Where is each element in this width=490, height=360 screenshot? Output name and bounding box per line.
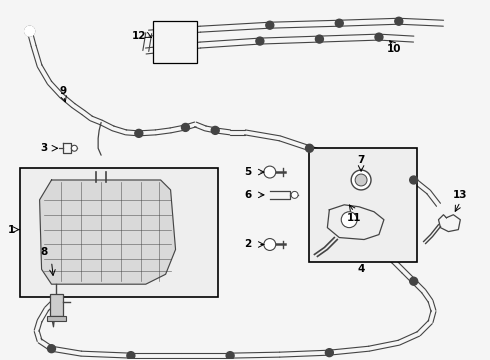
Circle shape (291, 192, 298, 198)
Circle shape (355, 174, 367, 186)
Circle shape (181, 123, 190, 131)
Circle shape (160, 39, 168, 47)
Circle shape (351, 170, 371, 190)
Circle shape (211, 126, 219, 134)
Text: 6: 6 (245, 190, 251, 200)
Circle shape (135, 129, 143, 137)
Circle shape (410, 176, 417, 184)
Circle shape (24, 26, 35, 36)
Circle shape (24, 26, 35, 36)
Bar (153, 21, 197, 63)
Circle shape (375, 33, 383, 41)
Circle shape (72, 145, 77, 151)
Bar (20, 168, 218, 297)
Text: 13: 13 (453, 190, 467, 200)
Circle shape (256, 37, 264, 45)
Circle shape (264, 166, 276, 178)
Bar (47, 316, 66, 321)
Circle shape (264, 239, 276, 251)
Text: 7: 7 (357, 155, 365, 165)
Bar (49, 294, 63, 316)
Text: 12: 12 (132, 31, 146, 41)
Circle shape (335, 19, 343, 27)
Circle shape (325, 349, 333, 357)
Polygon shape (40, 180, 175, 284)
Bar (310, 148, 416, 262)
Text: 8: 8 (40, 247, 47, 257)
Circle shape (48, 345, 55, 353)
Text: 3: 3 (40, 143, 47, 153)
Circle shape (306, 144, 314, 152)
Circle shape (395, 17, 403, 25)
Circle shape (266, 21, 274, 29)
Circle shape (341, 212, 357, 228)
Text: 11: 11 (347, 213, 362, 223)
Circle shape (316, 35, 323, 43)
Text: 1: 1 (8, 225, 16, 235)
Circle shape (226, 352, 234, 360)
Text: 9: 9 (60, 86, 67, 96)
Text: 4: 4 (357, 264, 365, 274)
Text: 10: 10 (387, 44, 401, 54)
Circle shape (410, 277, 417, 285)
Text: 2: 2 (245, 239, 251, 249)
Circle shape (127, 352, 135, 360)
Text: 5: 5 (245, 167, 251, 177)
